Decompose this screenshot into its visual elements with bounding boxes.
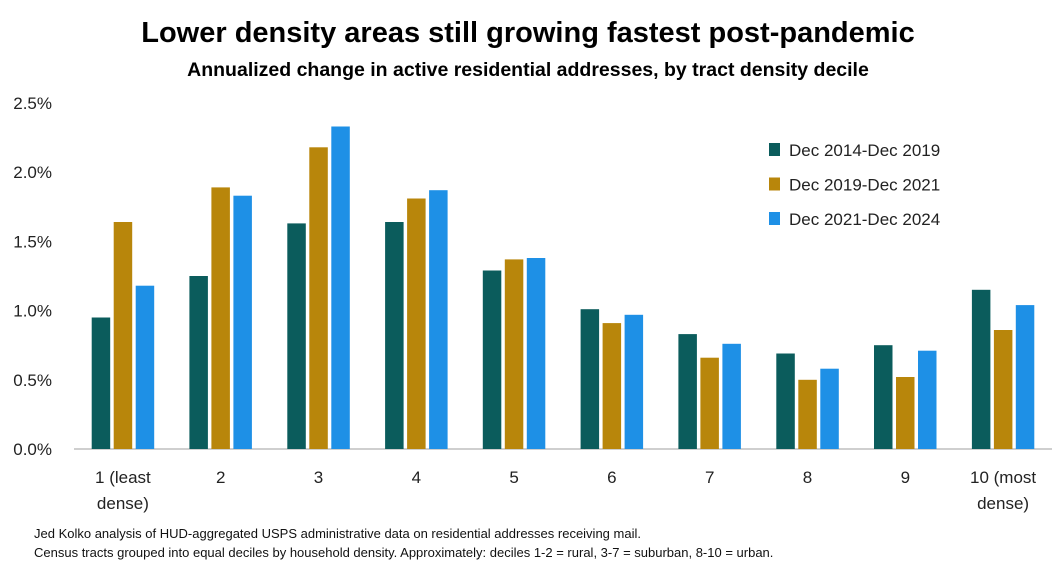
legend: Dec 2014-Dec 2019 Dec 2019-Dec 2021 Dec 20… bbox=[769, 141, 940, 229]
y-axis: 0.0% 0.5% 1.0% 1.5% 2.0% 2.5% bbox=[13, 94, 52, 459]
chart-subtitle: Annualized change in active residential … bbox=[187, 59, 869, 81]
x-tick-label-line: 5 bbox=[509, 468, 518, 487]
x-tick-label-line: dense) bbox=[977, 494, 1029, 513]
bar-decile-4-series-3 bbox=[429, 190, 448, 449]
bar-decile-10-series-1 bbox=[971, 289, 991, 449]
bar-decile-9-series-1 bbox=[874, 345, 893, 449]
bar-decile-3-series-1 bbox=[287, 223, 306, 449]
x-tick-label-line: 10 (most bbox=[970, 468, 1036, 487]
x-tick-label-line: 4 bbox=[412, 468, 421, 487]
x-tick-label-line: 1 (least bbox=[95, 468, 151, 487]
legend-label-2: Dec 2019-Dec 2021 bbox=[789, 176, 940, 195]
bar-decile-2-series-3 bbox=[233, 195, 252, 449]
x-tick-label-line: 2 bbox=[216, 468, 225, 487]
y-tick-label: 2.0% bbox=[13, 163, 52, 182]
chart-title: Lower density areas still growing fastes… bbox=[141, 17, 915, 49]
source-note: Jed Kolko analysis of HUD-aggregated USP… bbox=[34, 526, 641, 541]
bar-decile-2-series-2 bbox=[211, 187, 230, 449]
bar-decile-7-series-2 bbox=[700, 357, 719, 449]
bars-layer bbox=[91, 126, 1035, 450]
bar-decile-7-series-3 bbox=[722, 343, 741, 449]
bar-decile-5-series-1 bbox=[482, 270, 502, 449]
x-tick-label-line: 6 bbox=[607, 468, 616, 487]
y-tick-label: 0.5% bbox=[13, 371, 52, 390]
y-tick-label: 1.0% bbox=[13, 302, 52, 321]
x-tick-label-line: 9 bbox=[901, 468, 910, 487]
bar-decile-5-series-3 bbox=[526, 258, 546, 449]
legend-swatch-1 bbox=[769, 143, 780, 156]
x-tick-label: 3 bbox=[314, 468, 323, 487]
bar-decile-8-series-3 bbox=[820, 368, 839, 449]
legend-swatch-3 bbox=[769, 212, 780, 225]
bar-decile-1-series-1 bbox=[91, 317, 111, 449]
x-tick-label: 2 bbox=[216, 468, 225, 487]
x-tick-label-line: dense) bbox=[97, 494, 149, 513]
bar-decile-9-series-3 bbox=[918, 350, 937, 449]
bar-decile-2-series-1 bbox=[189, 276, 208, 449]
bar-decile-3-series-3 bbox=[331, 126, 350, 449]
x-tick-label: 10 (most dense) bbox=[970, 468, 1036, 513]
bar-decile-1-series-3 bbox=[135, 285, 155, 449]
x-tick-label-line: 8 bbox=[803, 468, 812, 487]
bar-decile-5-series-2 bbox=[504, 259, 524, 449]
x-tick-label: 1 (least dense) bbox=[95, 468, 151, 513]
bar-decile-7-series-1 bbox=[678, 334, 697, 449]
bar-decile-4-series-2 bbox=[407, 198, 426, 449]
legend-label-3: Dec 2021-Dec 2024 bbox=[789, 210, 940, 229]
bar-decile-9-series-2 bbox=[896, 377, 915, 449]
legend-swatch-2 bbox=[769, 177, 780, 191]
bar-decile-8-series-1 bbox=[776, 353, 795, 449]
x-tick-label: 5 bbox=[509, 468, 518, 487]
legend-label-1: Dec 2014-Dec 2019 bbox=[789, 141, 940, 160]
x-tick-label: 9 bbox=[901, 468, 910, 487]
method-note: Census tracts grouped into equal deciles… bbox=[34, 545, 773, 560]
bar-decile-6-series-1 bbox=[580, 309, 600, 449]
bar-decile-4-series-1 bbox=[385, 222, 404, 449]
bar-decile-6-series-2 bbox=[602, 323, 622, 449]
bar-decile-10-series-2 bbox=[993, 330, 1013, 449]
y-tick-label: 0.0% bbox=[13, 440, 52, 459]
x-tick-label: 6 bbox=[607, 468, 616, 487]
x-tick-label: 7 bbox=[705, 468, 714, 487]
y-tick-label: 1.5% bbox=[13, 232, 52, 251]
x-tick-label: 8 bbox=[803, 468, 812, 487]
bar-decile-3-series-2 bbox=[309, 147, 328, 450]
y-tick-label: 2.5% bbox=[13, 94, 52, 113]
x-tick-label-line: 3 bbox=[314, 468, 323, 487]
bar-decile-1-series-2 bbox=[113, 222, 133, 449]
x-tick-label-line: 7 bbox=[705, 468, 714, 487]
bar-decile-10-series-3 bbox=[1015, 305, 1035, 449]
bar-decile-8-series-2 bbox=[798, 379, 817, 449]
bar-decile-6-series-3 bbox=[624, 314, 644, 449]
x-tick-label: 4 bbox=[412, 468, 421, 487]
x-axis-labels: 1 (least dense) 2 3 4 5 6 7 8 9 10 (most dense) bbox=[95, 468, 1036, 513]
